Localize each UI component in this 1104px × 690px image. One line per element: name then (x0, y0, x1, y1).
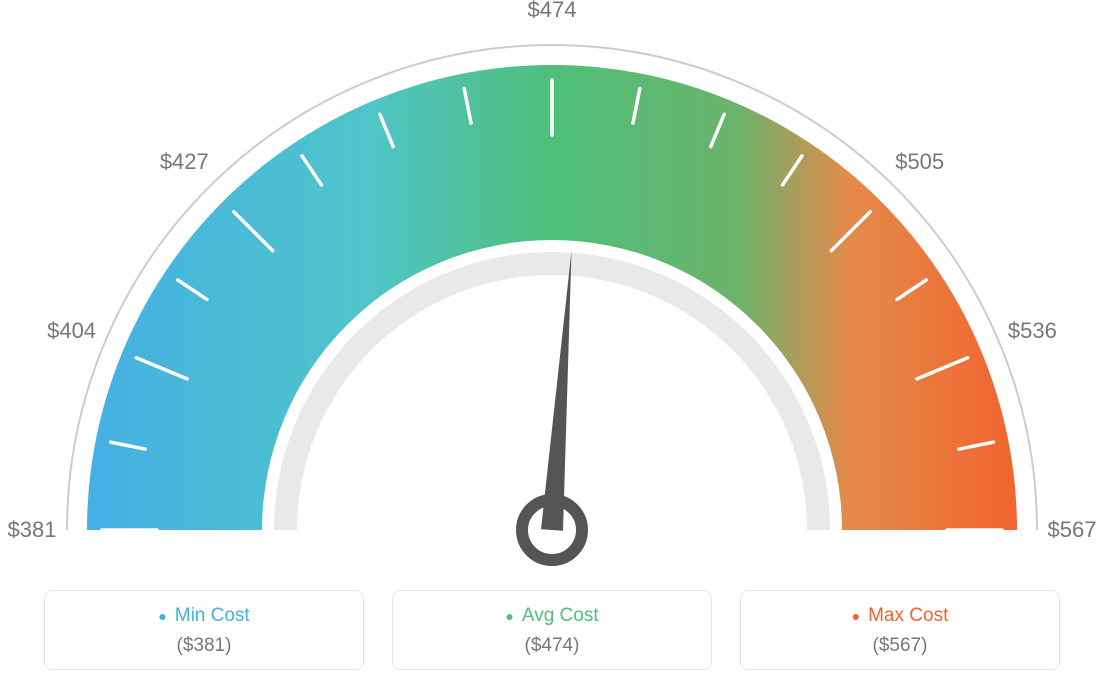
gauge-tick-label: $427 (160, 149, 209, 175)
gauge-tick-label: $381 (8, 517, 57, 543)
cost-gauge: $381$404$427$474$505$536$567 (22, 20, 1082, 580)
legend-title-max: Max Cost (751, 605, 1049, 627)
gauge-tick-label: $536 (1008, 318, 1057, 344)
gauge-tick-label: $505 (895, 149, 944, 175)
gauge-tick-label: $567 (1048, 517, 1097, 543)
legend-title-min: Min Cost (55, 605, 353, 627)
legend-card-max: Max Cost ($567) (740, 590, 1060, 670)
gauge-tick-label: $404 (47, 318, 96, 344)
legend-value-max: ($567) (751, 635, 1049, 657)
legend-value-avg: ($474) (403, 635, 701, 657)
legend-value-min: ($381) (55, 635, 353, 657)
gauge-svg (22, 20, 1082, 580)
legend-card-avg: Avg Cost ($474) (392, 590, 712, 670)
legend-title-avg: Avg Cost (403, 605, 701, 627)
legend-row: Min Cost ($381) Avg Cost ($474) Max Cost… (0, 590, 1104, 670)
legend-card-min: Min Cost ($381) (44, 590, 364, 670)
gauge-tick-label: $474 (528, 0, 577, 23)
